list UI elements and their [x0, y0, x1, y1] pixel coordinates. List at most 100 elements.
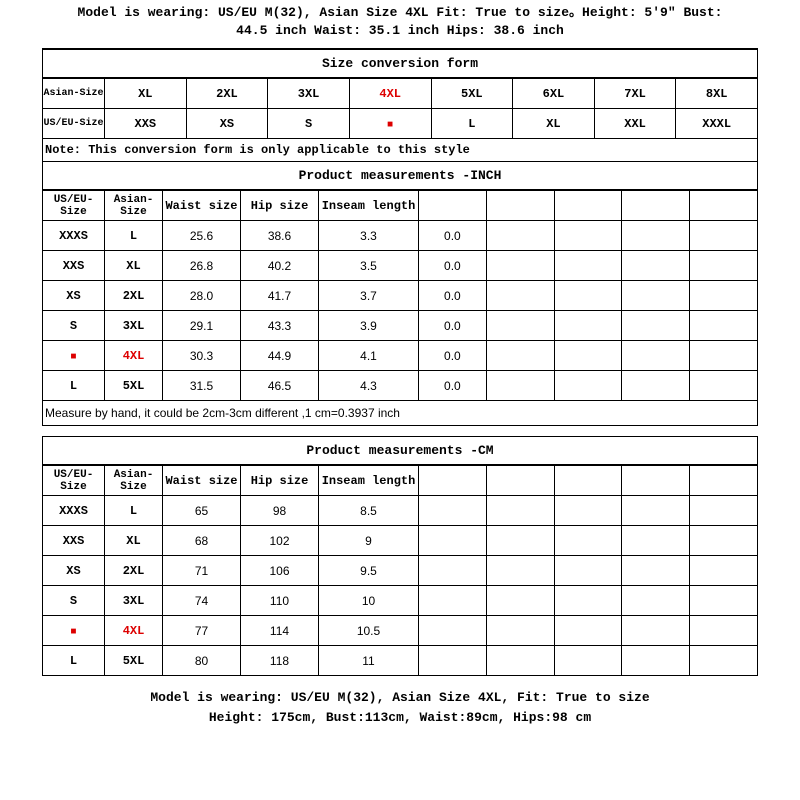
cm-cell [554, 496, 622, 526]
cm-cell [690, 646, 758, 676]
inch-cell: 4.1 [319, 341, 419, 371]
cm-col-header: Asian-Size [105, 466, 163, 496]
cm-cell: 2XL [105, 556, 163, 586]
cm-cell: 77 [163, 616, 241, 646]
conv-useu-cell: XS [186, 109, 268, 139]
inch-cell: 46.5 [241, 371, 319, 401]
inch-cell: 0.0 [419, 371, 487, 401]
cm-cell [486, 496, 554, 526]
inch-row: XS2XL28.041.73.70.0 [43, 281, 758, 311]
inch-cell [486, 311, 554, 341]
cm-cell [486, 556, 554, 586]
cm-col-header [419, 466, 487, 496]
cm-cell: 71 [163, 556, 241, 586]
inch-cell: 28.0 [163, 281, 241, 311]
inch-cell: 5XL [105, 371, 163, 401]
conv-useu-cell: XL [513, 109, 595, 139]
inch-col-header [419, 191, 487, 221]
inch-cell [554, 281, 622, 311]
inch-cell: 4XL [105, 341, 163, 371]
conv-asian-cell: XL [105, 79, 187, 109]
cm-cell [554, 526, 622, 556]
cm-cell: 5XL [105, 646, 163, 676]
cm-cell: XS [43, 556, 105, 586]
cm-cell [622, 556, 690, 586]
inch-row: ■4XL30.344.94.10.0 [43, 341, 758, 371]
cm-cell: 80 [163, 646, 241, 676]
cm-cell: ■ [43, 616, 105, 646]
cm-cell [419, 586, 487, 616]
conv-useu-cell: S [268, 109, 350, 139]
inch-row: S3XL29.143.33.90.0 [43, 311, 758, 341]
inch-col-header: US/EU-Size [43, 191, 105, 221]
inch-cell: XS [43, 281, 105, 311]
cm-cell: 10 [319, 586, 419, 616]
inch-cell: 0.0 [419, 311, 487, 341]
cm-cell [419, 616, 487, 646]
inch-cell: 29.1 [163, 311, 241, 341]
cm-row: S3XL7411010 [43, 586, 758, 616]
inch-col-header: Asian-Size [105, 191, 163, 221]
inch-col-header: Hip size [241, 191, 319, 221]
cm-cell: 8.5 [319, 496, 419, 526]
inch-cell [486, 341, 554, 371]
inch-cell: 0.0 [419, 341, 487, 371]
model-header: Model is wearing: US/EU M(32), Asian Siz… [42, 0, 758, 50]
inch-cell [690, 341, 758, 371]
cm-cell: 9.5 [319, 556, 419, 586]
cm-col-header: Waist size [163, 466, 241, 496]
inch-table: US/EU-SizeAsian-SizeWaist sizeHip sizeIn… [42, 190, 758, 401]
inch-cell [554, 251, 622, 281]
model-footer: Model is wearing: US/EU M(32), Asian Siz… [42, 676, 758, 733]
cm-cell [690, 556, 758, 586]
inch-cell [622, 371, 690, 401]
conv-asian-cell: 4XL [349, 79, 431, 109]
inch-cell: S [43, 311, 105, 341]
inch-col-header: Inseam length [319, 191, 419, 221]
inch-cell: 43.3 [241, 311, 319, 341]
header-line1: Model is wearing: US/EU M(32), Asian Siz… [78, 5, 723, 20]
cm-cell [419, 646, 487, 676]
inch-cell [690, 311, 758, 341]
cm-col-header [486, 466, 554, 496]
inch-cell [622, 341, 690, 371]
cm-row: XS2XL711069.5 [43, 556, 758, 586]
inch-cell: 26.8 [163, 251, 241, 281]
inch-cell: 0.0 [419, 281, 487, 311]
cm-cell [622, 646, 690, 676]
cm-cell: 10.5 [319, 616, 419, 646]
inch-cell: 0.0 [419, 251, 487, 281]
inch-cell: 4.3 [319, 371, 419, 401]
cm-cell [622, 496, 690, 526]
footer-line1: Model is wearing: US/EU M(32), Asian Siz… [150, 690, 649, 705]
conv-asian-cell: 6XL [513, 79, 595, 109]
inch-cell: ■ [43, 341, 105, 371]
conv-asian-cell: 5XL [431, 79, 513, 109]
inch-col-header [690, 191, 758, 221]
conv-useu-cell: XXL [594, 109, 676, 139]
inch-cell [554, 311, 622, 341]
conv-useu-cell: XXS [105, 109, 187, 139]
inch-cell [622, 311, 690, 341]
cm-cell [486, 616, 554, 646]
conv-asian-cell: 7XL [594, 79, 676, 109]
cm-cell [554, 556, 622, 586]
cm-col-header: Inseam length [319, 466, 419, 496]
cm-cell [419, 556, 487, 586]
conversion-table: Asian-SizeXL2XL3XL4XL5XL6XL7XL8XL US/EU-… [42, 78, 758, 139]
cm-row: XXSXL681029 [43, 526, 758, 556]
conv-asian-cell: 8XL [676, 79, 758, 109]
inch-cell: 2XL [105, 281, 163, 311]
inch-col-header [486, 191, 554, 221]
inch-cell: 3.9 [319, 311, 419, 341]
cm-cell [622, 616, 690, 646]
inch-cell: 40.2 [241, 251, 319, 281]
inch-col-header [622, 191, 690, 221]
measure-note: Measure by hand, it could be 2cm-3cm dif… [42, 401, 758, 426]
cm-cell [622, 586, 690, 616]
conv-useu-cell: ■ [349, 109, 431, 139]
inch-cell: 3.3 [319, 221, 419, 251]
inch-cell [690, 281, 758, 311]
conv-asian-cell: 3XL [268, 79, 350, 109]
inch-cell: 31.5 [163, 371, 241, 401]
